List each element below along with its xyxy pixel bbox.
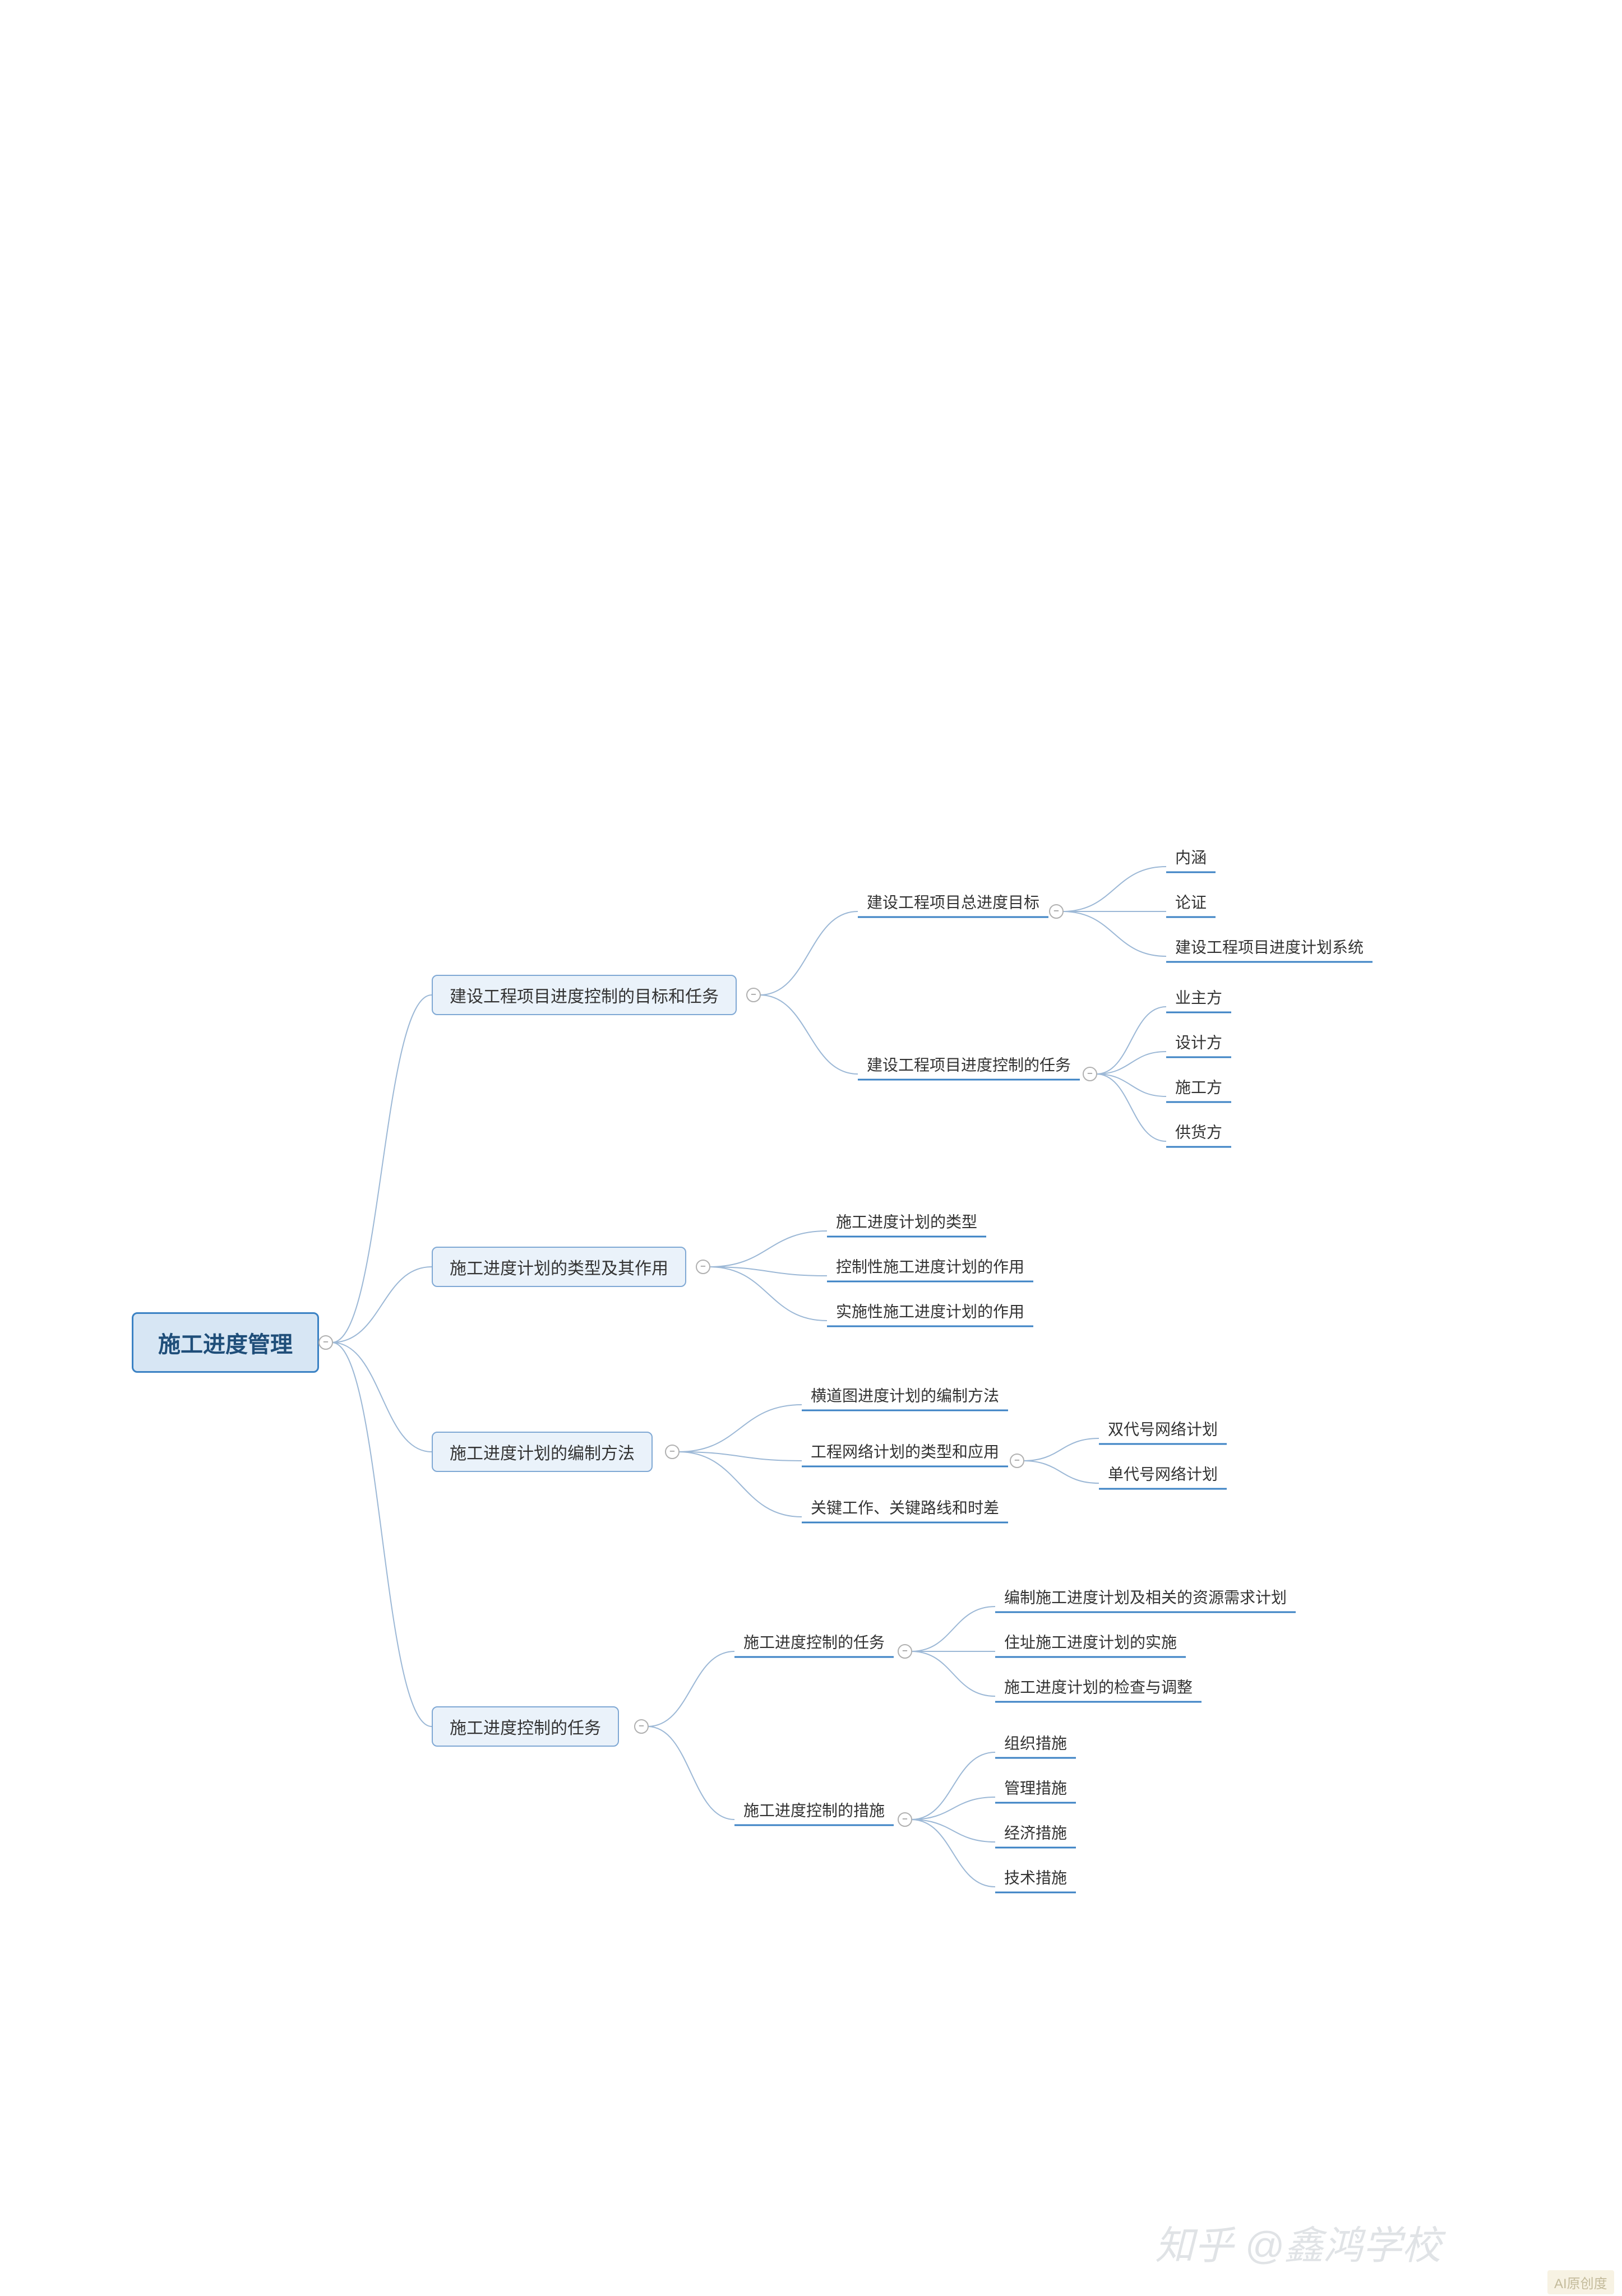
leaf-node-b3b1[interactable]: 双代号网络计划: [1099, 1414, 1227, 1445]
leaf-node-b3b2[interactable]: 单代号网络计划: [1099, 1459, 1227, 1490]
leaf-node-b2b[interactable]: 控制性施工进度计划的作用: [827, 1252, 1033, 1283]
leaf-node-b3c[interactable]: 关键工作、关键路线和时差: [802, 1493, 1008, 1524]
collapse-toggle-icon[interactable]: −: [898, 1644, 912, 1659]
leaf-node-b1a2[interactable]: 论证: [1166, 887, 1216, 918]
leaf-node-b3a[interactable]: 横道图进度计划的编制方法: [802, 1381, 1008, 1411]
leaf-node-b4a2[interactable]: 住址施工进度计划的实施: [995, 1627, 1186, 1658]
leaf-node-b4b2[interactable]: 管理措施: [995, 1773, 1076, 1804]
collapse-toggle-icon[interactable]: −: [746, 988, 761, 1002]
leaf-node-b1a1[interactable]: 内涵: [1166, 843, 1216, 873]
leaf-node-b4b[interactable]: 施工进度控制的措施: [734, 1795, 894, 1826]
leaf-node-b1b2[interactable]: 设计方: [1166, 1027, 1231, 1058]
leaf-node-b1a[interactable]: 建设工程项目总进度目标: [858, 887, 1048, 918]
leaf-node-b4a1[interactable]: 编制施工进度计划及相关的资源需求计划: [995, 1582, 1296, 1613]
collapse-toggle-icon[interactable]: −: [318, 1335, 333, 1350]
leaf-node-b1b1[interactable]: 业主方: [1166, 983, 1231, 1013]
leaf-node-b2a[interactable]: 施工进度计划的类型: [827, 1207, 986, 1238]
collapse-toggle-icon[interactable]: −: [665, 1445, 680, 1459]
leaf-node-b4a3[interactable]: 施工进度计划的检查与调整: [995, 1672, 1202, 1703]
leaf-node-b1b[interactable]: 建设工程项目进度控制的任务: [858, 1050, 1080, 1081]
leaf-node-b4a[interactable]: 施工进度控制的任务: [734, 1627, 894, 1658]
collapse-toggle-icon[interactable]: −: [898, 1812, 912, 1827]
collapse-toggle-icon[interactable]: −: [696, 1260, 710, 1274]
branch-node-b3[interactable]: 施工进度计划的编制方法: [432, 1432, 653, 1472]
leaf-node-b4b4[interactable]: 技术措施: [995, 1863, 1076, 1894]
collapse-toggle-icon[interactable]: −: [634, 1719, 649, 1734]
mindmap-root[interactable]: 施工进度管理: [132, 1312, 319, 1373]
branch-node-b1[interactable]: 建设工程项目进度控制的目标和任务: [432, 975, 737, 1015]
branch-node-b4[interactable]: 施工进度控制的任务: [432, 1706, 619, 1747]
connector-layer: [0, 0, 1622, 2296]
leaf-node-b4b1[interactable]: 组织措施: [995, 1728, 1076, 1759]
collapse-toggle-icon[interactable]: −: [1083, 1067, 1097, 1081]
corner-badge: AI原创度: [1547, 2270, 1614, 2294]
leaf-node-b1a3[interactable]: 建设工程项目进度计划系统: [1166, 932, 1373, 963]
leaf-node-b3b[interactable]: 工程网络计划的类型和应用: [802, 1437, 1008, 1468]
leaf-node-b4b3[interactable]: 经济措施: [995, 1818, 1076, 1849]
watermark-text: 知乎 @鑫鸿学校: [1155, 2214, 1441, 2271]
collapse-toggle-icon[interactable]: −: [1049, 904, 1064, 919]
collapse-toggle-icon[interactable]: −: [1010, 1453, 1024, 1468]
leaf-node-b1b3[interactable]: 施工方: [1166, 1072, 1231, 1103]
leaf-node-b1b4[interactable]: 供货方: [1166, 1117, 1231, 1148]
leaf-node-b2c[interactable]: 实施性施工进度计划的作用: [827, 1297, 1033, 1327]
branch-node-b2[interactable]: 施工进度计划的类型及其作用: [432, 1247, 686, 1287]
